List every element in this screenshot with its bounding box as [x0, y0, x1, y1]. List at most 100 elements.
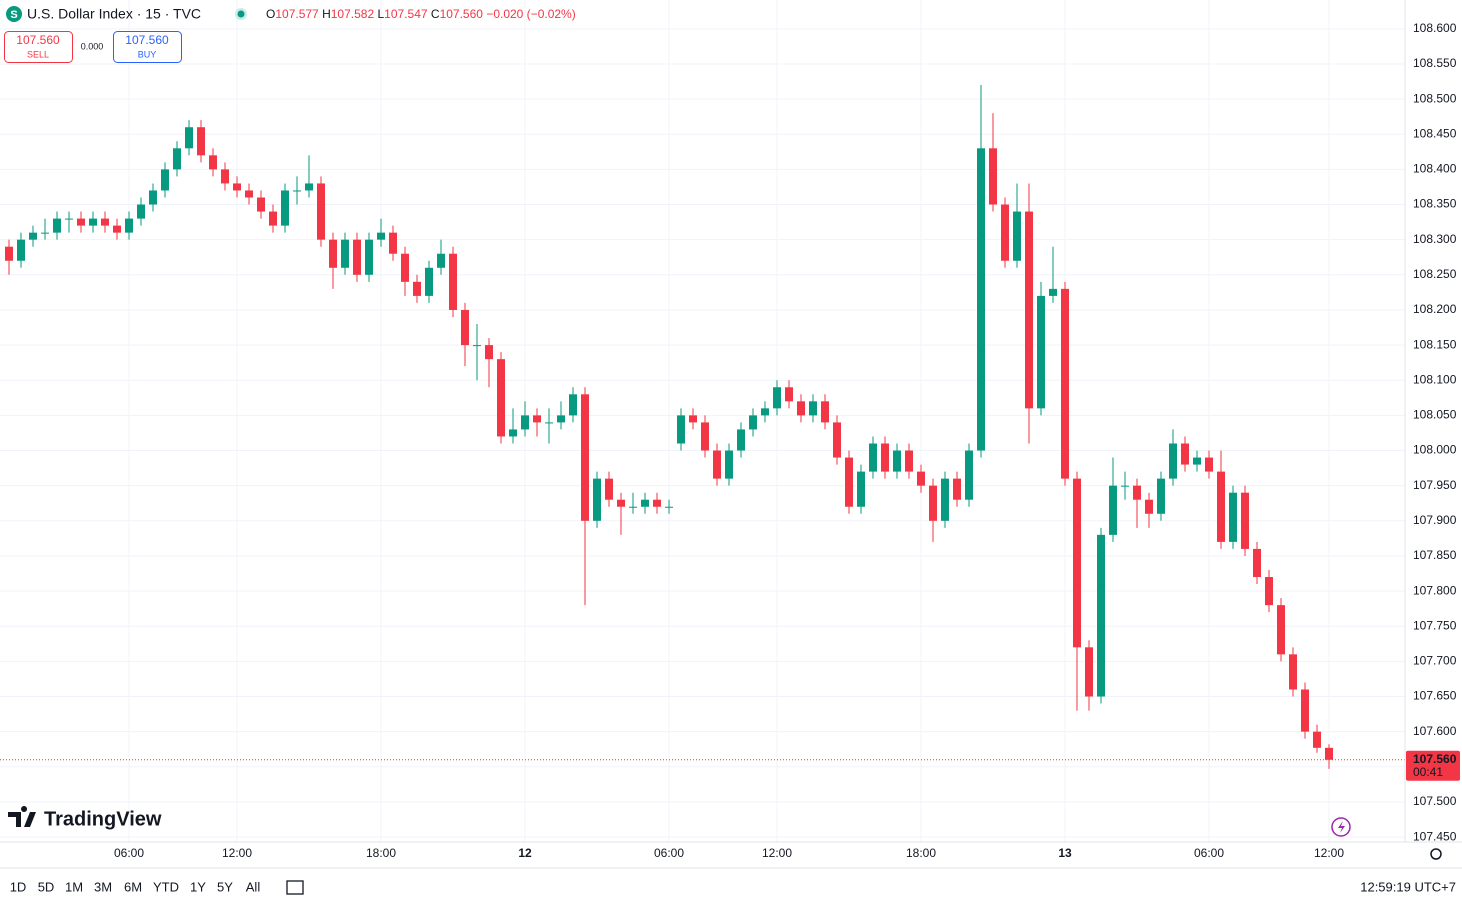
- y-tick-label: 107.650: [1413, 689, 1457, 703]
- y-tick-label: 108.100: [1413, 372, 1457, 386]
- candle-body: [1277, 605, 1285, 655]
- candle-body: [989, 148, 997, 205]
- candle-body: [845, 457, 853, 507]
- candle-body: [1121, 485, 1129, 487]
- y-tick-label: 108.250: [1413, 267, 1457, 281]
- range-button[interactable]: 5D: [38, 879, 55, 894]
- candle-body: [1289, 654, 1297, 690]
- y-tick-label: 107.750: [1413, 618, 1457, 632]
- candle-body: [1049, 288, 1057, 296]
- x-tick-label: 12:00: [222, 846, 252, 860]
- candle-body: [761, 408, 769, 416]
- candle-body: [1181, 443, 1189, 465]
- range-button[interactable]: 6M: [124, 879, 142, 894]
- ohlc-value: 107.577: [275, 7, 319, 21]
- candle-body: [605, 478, 613, 500]
- candle-body: [581, 394, 589, 521]
- lightning-icon[interactable]: [1331, 817, 1351, 837]
- candle-body: [17, 239, 25, 261]
- y-tick-label: 107.850: [1413, 548, 1457, 562]
- settings-icon[interactable]: [1430, 848, 1442, 860]
- ohlc-key: O: [266, 7, 275, 21]
- x-tick-label: 06:00: [1194, 846, 1224, 860]
- candle-body: [665, 506, 673, 508]
- y-tick-label: 108.600: [1413, 21, 1457, 35]
- range-button[interactable]: 3M: [94, 879, 112, 894]
- range-button[interactable]: YTD: [153, 879, 179, 894]
- x-tick-label: 12:00: [1314, 846, 1344, 860]
- candle-body: [341, 239, 349, 268]
- candle-body: [1133, 485, 1141, 500]
- y-tick-label: 108.550: [1413, 56, 1457, 70]
- candle-body: [977, 148, 985, 451]
- sell-button[interactable]: [4, 31, 73, 63]
- candle-body: [965, 450, 973, 500]
- candle-body: [521, 415, 529, 430]
- candle-body: [737, 429, 745, 451]
- y-tick-label: 107.700: [1413, 654, 1457, 668]
- range-button[interactable]: 1D: [10, 879, 27, 894]
- range-button[interactable]: 1Y: [190, 879, 206, 894]
- toolbar: 1D 5D 1M 3M 6M YTD 1Y 5Y All: [10, 879, 261, 894]
- candle-body: [5, 246, 13, 261]
- candle-body: [1301, 689, 1309, 732]
- candle-body: [545, 422, 553, 424]
- ohlc-value: 107.582: [331, 7, 375, 21]
- range-button[interactable]: 5Y: [217, 879, 233, 894]
- y-tick-label: 108.400: [1413, 162, 1457, 176]
- candle-body: [629, 506, 637, 508]
- clock[interactable]: 12:59:19 UTC+7: [1360, 879, 1456, 894]
- x-tick-label: 12: [518, 846, 532, 860]
- candle-body: [425, 267, 433, 296]
- buy-button[interactable]: [113, 31, 182, 63]
- candle-body: [161, 169, 169, 191]
- candle-body: [473, 345, 481, 347]
- y-tick-label: 107.500: [1413, 794, 1457, 808]
- ohlc-legend: O107.577 H107.582 L107.547 C107.560 −0.0…: [266, 7, 576, 21]
- range-button[interactable]: All: [246, 879, 261, 894]
- candle-body: [113, 225, 121, 233]
- axis: 107.450107.500107.550107.600107.650107.7…: [114, 21, 1460, 860]
- candle-body: [1109, 485, 1117, 535]
- y-tick-label: 108.300: [1413, 232, 1457, 246]
- candle-body: [1205, 457, 1213, 472]
- candle-body: [1073, 478, 1081, 648]
- candle-body: [377, 232, 385, 240]
- candle-body: [881, 443, 889, 472]
- logo[interactable]: TradingView: [44, 808, 162, 830]
- lightning-glyph: [1338, 821, 1345, 833]
- candle-body: [1253, 548, 1261, 578]
- ohlc-key: L: [377, 7, 384, 21]
- candle-body: [257, 197, 265, 212]
- candle-body: [1061, 288, 1069, 479]
- candle-body: [305, 183, 313, 191]
- candle-body: [197, 127, 205, 156]
- candle-body: [701, 422, 709, 451]
- chart-title[interactable]: U.S. Dollar Index · 15 · TVC: [27, 6, 201, 22]
- range-button[interactable]: 1M: [65, 879, 83, 894]
- candle-body: [329, 239, 337, 268]
- candle-body: [221, 169, 229, 184]
- date-range-icon[interactable]: [286, 880, 304, 895]
- candle-body: [1229, 492, 1237, 542]
- candle-body: [461, 309, 469, 346]
- candle-body: [905, 450, 913, 472]
- logo-mark: [8, 806, 36, 827]
- candle-body: [869, 443, 877, 472]
- buy-price: 107.560: [125, 33, 169, 47]
- symbol-icon[interactable]: [6, 6, 22, 22]
- candle-body: [641, 499, 649, 507]
- status-dot: [237, 10, 245, 18]
- y-tick-label: 108.150: [1413, 337, 1457, 351]
- candle-body: [821, 401, 829, 423]
- candle-body: [917, 471, 925, 486]
- candle-body: [533, 415, 541, 423]
- x-tick-label: 06:00: [114, 846, 144, 860]
- last-price-tag: [1406, 750, 1460, 781]
- candle-body: [281, 190, 289, 226]
- candle-body: [689, 415, 697, 423]
- candle-body: [557, 415, 565, 423]
- candle-body: [893, 450, 901, 472]
- candle-body: [1097, 534, 1105, 697]
